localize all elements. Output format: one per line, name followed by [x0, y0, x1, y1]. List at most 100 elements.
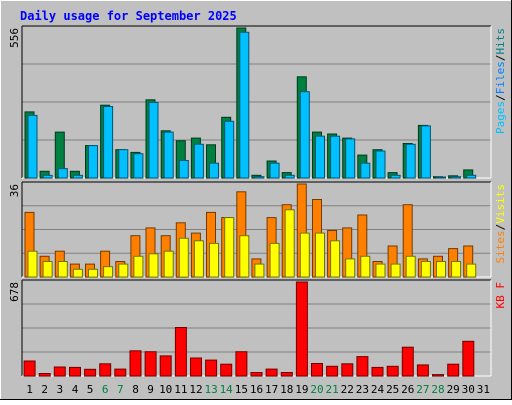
x-tick-label-day-14: 14 — [220, 383, 234, 396]
chart-panels: 556 Pages/Files/Hits 36 Sites/Visits 678 KB F — [8, 25, 507, 377]
legend-entry: Files — [494, 61, 507, 94]
bar-sites-sites-day-4 — [72, 268, 83, 278]
x-tick-label-day-25: 25 — [386, 383, 399, 396]
bar-hits-files-day-12 — [193, 143, 204, 179]
legend-entry: Visits — [494, 184, 507, 224]
bar-kbytes-kb-f-day-24 — [371, 366, 384, 377]
bar-hits-files-day-20 — [315, 135, 325, 179]
bar-sites-sites-day-5 — [88, 268, 98, 278]
bar-kbytes-kb-f-day-21 — [326, 365, 339, 377]
bar-sites-sites-day-21 — [330, 240, 341, 278]
bar-kbytes-kb-f-day-6 — [99, 363, 112, 377]
bar-hits-files-day-10 — [163, 131, 174, 179]
panel-kbytes-ymax-label: 678 — [8, 282, 21, 302]
x-tick-label-day-21: 21 — [325, 383, 338, 396]
bar-hits-files-day-4 — [72, 174, 83, 179]
panel-kbytes-legend: KB F — [494, 282, 507, 309]
panel-hits-ymax-label: 556 — [8, 28, 21, 48]
bar-hits-files-day-24 — [375, 150, 386, 179]
legend-entry: Sites — [494, 230, 507, 263]
bar-kbytes-kb-f-day-18 — [280, 372, 293, 377]
bar-sites-sites-day-25 — [390, 263, 401, 278]
x-tick-label-day-15: 15 — [235, 383, 248, 396]
bar-kbytes-kb-f-day-14 — [220, 363, 233, 377]
bar-sites-sites-day-2 — [42, 261, 53, 278]
bar-kbytes-kb-f-day-3 — [53, 366, 66, 377]
x-tick-label-day-28: 28 — [431, 383, 444, 396]
bar-sites-sites-day-12 — [193, 240, 204, 278]
bar-hits-files-day-1 — [27, 114, 38, 179]
bar-hits-files-day-29 — [451, 176, 462, 179]
bar-kbytes-kb-f-day-10 — [159, 355, 172, 377]
bar-hits-files-day-26 — [405, 143, 416, 179]
bar-kbytes-kb-f-day-4 — [69, 366, 81, 377]
bar-kbytes-kb-f-day-20 — [311, 363, 323, 377]
bar-sites-sites-day-23 — [360, 255, 371, 278]
panel-sites: 36 Sites/Visits — [8, 181, 507, 278]
x-tick-label-day-11: 11 — [174, 383, 187, 396]
x-tick-label-day-3: 3 — [56, 383, 63, 396]
legend-entry: Pages — [494, 101, 507, 134]
x-tick-label-day-22: 22 — [341, 383, 354, 396]
bar-sites-sites-day-14 — [224, 217, 235, 278]
bar-sites-sites-day-9 — [148, 253, 159, 278]
x-tick-label-day-10: 10 — [159, 383, 172, 396]
legend-entry: Hits — [494, 28, 507, 55]
legend-entry: KB F — [494, 282, 507, 309]
bar-hits-files-day-21 — [330, 135, 341, 179]
bar-kbytes-kb-f-day-11 — [174, 327, 187, 377]
bar-hits-files-day-7 — [118, 149, 129, 179]
bar-hits-files-day-2 — [42, 174, 53, 179]
bar-hits-files-day-16 — [254, 176, 265, 179]
bar-hits-files-day-11 — [178, 160, 189, 179]
bar-kbytes-kb-f-day-27 — [416, 364, 429, 377]
bar-kbytes-kb-f-day-15 — [235, 351, 248, 377]
x-tick-label-day-16: 16 — [250, 383, 263, 396]
x-tick-label-day-9: 9 — [147, 383, 154, 396]
bar-hits-files-day-28 — [436, 176, 446, 179]
bar-kbytes-kb-f-day-26 — [401, 346, 414, 377]
bar-kbytes-kb-f-day-2 — [38, 373, 51, 377]
bar-sites-sites-day-27 — [420, 261, 431, 278]
panel-kbytes: 678 KB F — [8, 279, 507, 377]
bar-kbytes-kb-f-day-29 — [447, 363, 460, 377]
x-tick-label-day-8: 8 — [132, 383, 139, 396]
bar-sites-sites-day-18 — [284, 209, 295, 278]
bar-hits-files-day-23 — [360, 162, 371, 179]
bar-kbytes-kb-f-day-23 — [356, 356, 369, 377]
x-tick-label-day-24: 24 — [371, 383, 385, 396]
x-tick-label-day-26: 26 — [401, 383, 414, 396]
bar-hits-files-day-14 — [224, 120, 235, 179]
bar-kbytes-kb-f-day-12 — [190, 357, 202, 377]
x-tick-label-day-6: 6 — [102, 383, 109, 396]
x-tick-label-day-5: 5 — [87, 383, 94, 396]
panel-sites-legend: Sites/Visits — [494, 184, 507, 264]
panel-hits-legend: Pages/Files/Hits — [494, 28, 507, 134]
bar-kbytes-kb-f-day-25 — [386, 365, 399, 377]
x-tick-label-day-12: 12 — [189, 383, 202, 396]
bar-hits-files-day-6 — [103, 106, 114, 179]
panel-sites-ymax-label: 36 — [8, 184, 21, 197]
bar-kbytes-kb-f-day-19 — [295, 281, 308, 377]
bar-sites-sites-day-8 — [133, 255, 144, 278]
x-tick-label-day-30: 30 — [462, 383, 475, 396]
bar-kbytes-kb-f-day-13 — [205, 359, 218, 377]
bar-kbytes-kb-f-day-22 — [341, 363, 354, 377]
bar-sites-sites-day-30 — [466, 263, 477, 278]
bar-sites-sites-day-19 — [299, 232, 310, 278]
x-tick-label-day-13: 13 — [204, 383, 217, 396]
bar-sites-sites-day-22 — [345, 258, 356, 278]
x-axis-tick-labels: 1 2 3 4 5 6 7 8 9 10 11 12 13 14 15 16 17 18 19 20 21 22 23 24 2… — [26, 383, 490, 396]
bar-kbytes-kb-f-day-9 — [144, 351, 157, 377]
x-tick-label-day-31: 31 — [477, 383, 490, 396]
bar-kbytes-kb-f-day-1 — [23, 360, 36, 377]
bar-sites-sites-day-29 — [451, 261, 462, 278]
bar-hits-files-day-19 — [299, 91, 310, 179]
x-tick-label-day-23: 23 — [356, 383, 369, 396]
bar-sites-sites-day-13 — [209, 242, 219, 278]
bar-sites-sites-day-24 — [375, 263, 386, 278]
bar-hits-files-day-9 — [148, 102, 159, 179]
bar-kbytes-kb-f-day-28 — [432, 374, 444, 377]
bar-hits-files-day-13 — [209, 162, 219, 179]
